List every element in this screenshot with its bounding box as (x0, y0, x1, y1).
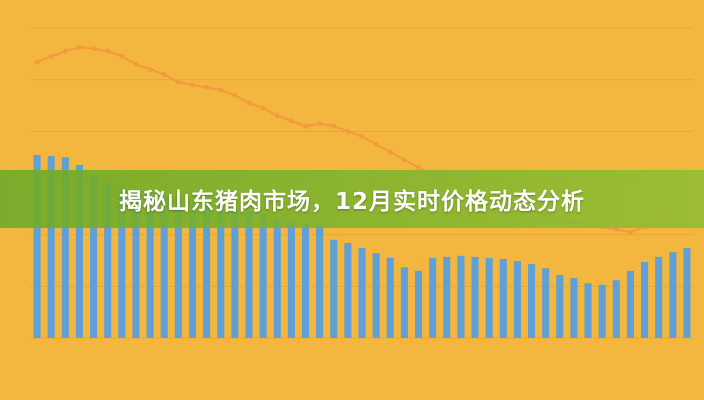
bar (75, 164, 83, 338)
bar (612, 280, 620, 338)
line-point (317, 121, 323, 127)
line-point (189, 82, 195, 88)
bar (146, 193, 154, 338)
line-point (218, 87, 224, 93)
line-point (373, 141, 379, 147)
line-point (246, 100, 252, 106)
bar (372, 253, 380, 338)
line-point (119, 53, 125, 59)
line-point (232, 92, 238, 98)
bar (513, 261, 521, 338)
bar (386, 257, 394, 338)
line-point (48, 53, 54, 59)
bar (188, 201, 196, 338)
bar (499, 258, 507, 338)
bar (259, 214, 267, 338)
bar (641, 262, 649, 338)
bar (301, 224, 310, 338)
bar (626, 270, 634, 338)
line-point (147, 66, 153, 72)
line-point (401, 157, 407, 163)
banner: 揭秘山东猪肉市场，12月实时价格动态分析 (0, 170, 704, 228)
bar (245, 211, 253, 338)
bar (287, 221, 295, 338)
line-point (62, 48, 68, 54)
line-point (613, 227, 619, 232)
bar (358, 248, 366, 338)
bar (160, 195, 168, 338)
line-point (76, 44, 82, 50)
bar (443, 256, 451, 338)
bar (556, 274, 564, 338)
bar (231, 208, 239, 338)
bar (104, 183, 112, 338)
bar (330, 239, 338, 338)
line-point (105, 48, 111, 54)
bar (528, 264, 536, 338)
line-point (302, 123, 308, 129)
line-point (161, 72, 167, 77)
bar (471, 256, 479, 338)
bar (217, 206, 225, 338)
banner-title: 揭秘山东猪肉市场，12月实时价格动态分析 (118, 189, 585, 215)
bar (316, 224, 324, 338)
bar (457, 255, 465, 338)
bar (90, 175, 98, 338)
bar (542, 268, 550, 338)
line-point (260, 105, 266, 111)
line-point (34, 59, 40, 65)
bar (429, 257, 437, 338)
bar (203, 203, 211, 338)
line-point (345, 128, 351, 134)
line-point (133, 61, 139, 67)
bar (485, 257, 493, 338)
bar (414, 270, 423, 338)
line-point (175, 79, 181, 85)
line-point (387, 149, 393, 155)
bar (273, 219, 281, 338)
line-point (331, 123, 337, 129)
bar (655, 256, 663, 338)
bar (118, 188, 126, 338)
bar (570, 278, 578, 338)
line-point (91, 46, 97, 52)
bar (584, 283, 592, 338)
bar (669, 252, 677, 338)
line-point (288, 118, 294, 124)
line-point (627, 229, 633, 235)
bar (174, 198, 182, 338)
bar (61, 157, 69, 338)
bar (598, 284, 606, 338)
bar (344, 242, 352, 338)
line-point (416, 165, 422, 170)
line-point (359, 134, 365, 139)
line-point (204, 84, 210, 90)
bar (132, 190, 140, 338)
bar (683, 248, 691, 338)
line-point (274, 113, 280, 119)
bar (33, 155, 41, 338)
bar (47, 156, 55, 338)
bar (400, 267, 408, 338)
